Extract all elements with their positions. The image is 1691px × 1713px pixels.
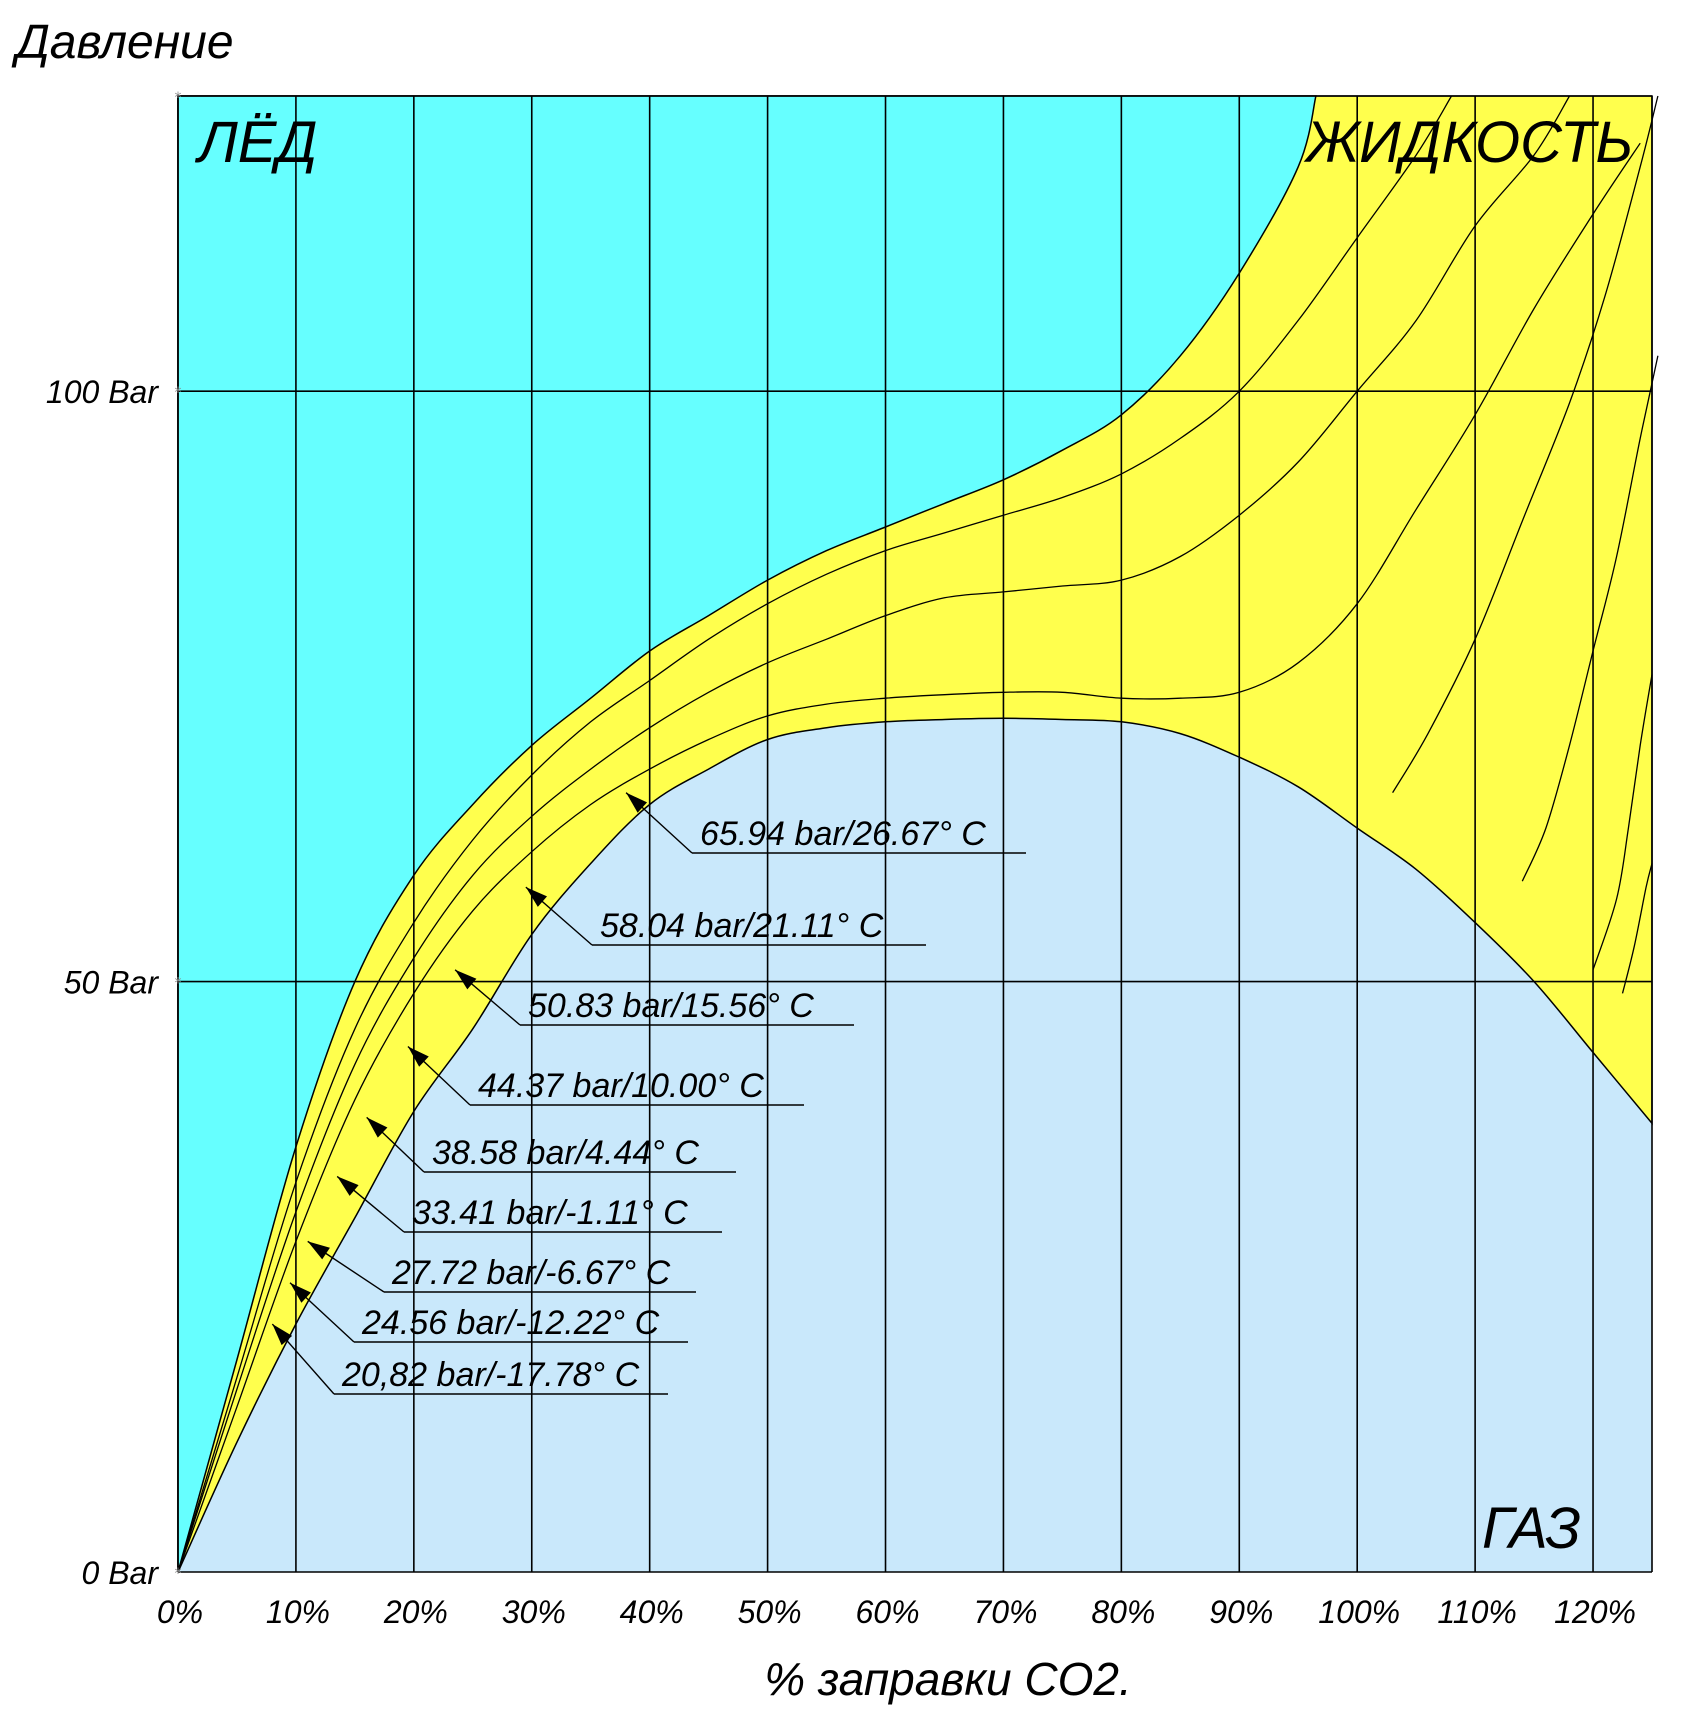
x-tick-label: 20% <box>383 1594 448 1630</box>
ice-region-label: ЛЁД <box>194 110 317 175</box>
x-tick-label: 50% <box>738 1594 802 1630</box>
x-tick-label: 100% <box>1318 1594 1400 1630</box>
annotation-2: 58.04 bar/21.11° C <box>525 886 926 946</box>
y-axis-title: Давление <box>11 16 234 69</box>
annotations: 65.94 bar/26.67° C 58.04 bar/21.11° C 50.8… <box>271 792 1026 1395</box>
annotation-5: 38.58 bar/4.44° C <box>366 1116 736 1173</box>
annotation-label: 27.72 bar/-6.67° C <box>391 1254 671 1292</box>
y-top-marker: * <box>175 90 182 106</box>
phase-areas <box>177 95 1653 1573</box>
x-tick-label: 0% <box>157 1594 203 1630</box>
annotation-arrowhead <box>366 1117 388 1138</box>
ice-region <box>177 95 1317 1573</box>
annotation-9: 20,82 bar/-17.78° C <box>271 1323 668 1395</box>
annotation-label: 20,82 bar/-17.78° C <box>341 1356 640 1394</box>
annotation-4: 44.37 bar/10.00° C <box>407 1046 804 1106</box>
x-tick-label: 120% <box>1554 1594 1636 1630</box>
annotation-8: 24.56 bar/-12.22° C <box>289 1282 688 1343</box>
annotation-arrowhead <box>626 792 648 813</box>
annotation-label: 38.58 bar/4.44° C <box>432 1134 699 1172</box>
annotation-arrowhead <box>525 887 548 907</box>
annotation-6: 33.41 bar/-1.11° C <box>336 1175 722 1233</box>
annotation-arrowhead <box>272 1324 293 1346</box>
annotation-arrowhead <box>407 1046 429 1067</box>
annotation-label: 24.56 bar/-12.22° C <box>361 1304 660 1342</box>
x-tick-label: 70% <box>973 1594 1037 1630</box>
grid <box>177 95 1653 1573</box>
y-tick-marker: * <box>175 385 182 401</box>
annotation-1: 65.94 bar/26.67° C <box>625 792 1026 854</box>
x-tick-label: 90% <box>1209 1594 1273 1630</box>
annotation-arrowhead <box>290 1282 311 1303</box>
x-tick-label: 30% <box>502 1594 566 1630</box>
isotherm-curve-6 <box>1592 674 1653 971</box>
x-tick-label: 110% <box>1437 1594 1516 1630</box>
annotation-arrowhead <box>307 1241 330 1260</box>
annotation-arrowhead <box>337 1176 359 1196</box>
axis-ticks: 0% 10% 20% 30% 40% 50% 60% 70% 80% 90% 100% 110% 120… <box>46 90 1636 1630</box>
annotation-label: 65.94 bar/26.67° C <box>700 815 986 853</box>
annotation-label: 58.04 bar/21.11° C <box>600 907 884 945</box>
y-tick-marker: * <box>175 1566 182 1582</box>
annotation-7: 27.72 bar/-6.67° C <box>307 1240 696 1293</box>
annotation-label: 50.83 bar/15.56° C <box>528 987 814 1025</box>
isotherm-curve-5 <box>1521 355 1659 882</box>
annotation-label: 44.37 bar/10.00° C <box>478 1067 764 1105</box>
y-tick-label: 0 Bar <box>82 1555 160 1591</box>
x-axis-title: % заправки CO2. <box>764 1653 1132 1705</box>
liquid-region-label: ЖИДКОСТЬ <box>1303 110 1633 175</box>
x-tick-label: 80% <box>1091 1594 1155 1630</box>
x-tick-label: 40% <box>620 1594 684 1630</box>
annotation-3: 50.83 bar/15.56° C <box>454 969 854 1026</box>
y-tick-label: 100 Bar <box>46 374 159 410</box>
x-tick-label: 60% <box>855 1594 919 1630</box>
annotation-arrowhead <box>455 969 477 990</box>
isotherm-curve-4 <box>1392 95 1659 794</box>
x-tick-label: 10% <box>266 1594 330 1630</box>
isotherm-curve-7 <box>1621 863 1653 994</box>
y-tick-marker: * <box>175 976 182 992</box>
y-tick-label: 50 Bar <box>64 965 160 1001</box>
gas-region-label: ГАЗ <box>1482 1496 1581 1561</box>
annotation-label: 33.41 bar/-1.11° C <box>412 1194 688 1232</box>
